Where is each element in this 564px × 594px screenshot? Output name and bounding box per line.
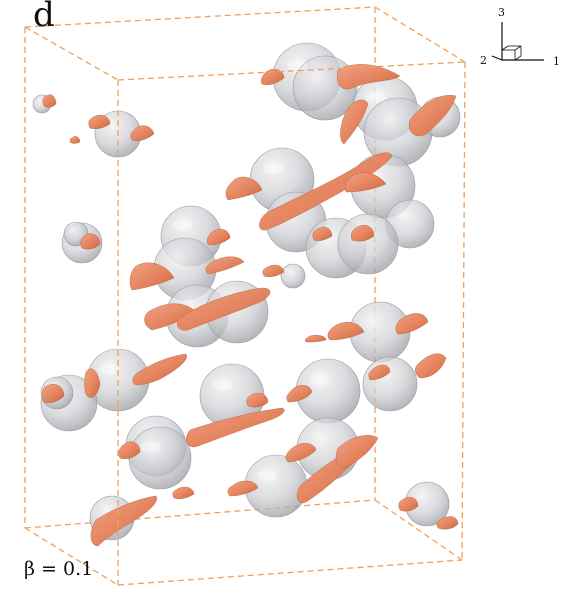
box-front-edges <box>117 61 466 586</box>
vortex-structure <box>186 407 285 448</box>
axis-triad <box>491 22 544 61</box>
vortex-structure <box>286 385 313 403</box>
vortex-structure <box>144 303 197 331</box>
vortex-structure <box>285 443 317 463</box>
vortex-structure <box>408 95 457 137</box>
axis-cube-icon <box>501 49 516 61</box>
vortex-structure <box>42 94 57 108</box>
axis-3-label: 3 <box>498 6 505 19</box>
vortex-structure <box>305 335 327 343</box>
vortex-structure <box>345 172 387 193</box>
vortex-structure <box>415 353 447 379</box>
sphere <box>128 426 192 490</box>
vortex-structure <box>259 152 393 231</box>
vortex-structure <box>118 441 141 459</box>
vortex-structure <box>327 322 365 341</box>
vortex-structure <box>398 496 419 512</box>
vortex-structure <box>227 480 259 497</box>
spheres <box>32 42 461 541</box>
parameter-label: β = 0.1 <box>24 558 94 580</box>
vortex-structure <box>336 64 401 90</box>
vortex-structure <box>436 516 459 530</box>
vortex-structure <box>88 114 111 129</box>
vortex-structure <box>246 392 269 408</box>
vortex-structure <box>368 364 391 381</box>
axis-1-label: 1 <box>553 55 560 68</box>
vortex-structure <box>172 486 195 499</box>
vortex-structure <box>207 228 231 245</box>
vortex-structure <box>205 256 245 275</box>
vortex-structure <box>340 99 369 145</box>
vortex-structure <box>90 495 157 547</box>
vortex-structure <box>130 125 155 141</box>
vortex-structure <box>335 435 379 469</box>
vortex-structures <box>42 64 459 547</box>
sphere <box>337 213 399 275</box>
axis-2-line <box>491 55 503 61</box>
vortex-structure <box>262 264 285 277</box>
vortex-structure <box>177 287 271 331</box>
panel-label: d <box>33 0 55 35</box>
vortex-structure <box>312 226 333 241</box>
vortex-structure <box>132 353 187 385</box>
vortex-structure <box>84 368 101 398</box>
vortex-structure <box>225 176 263 201</box>
vortex-structure <box>261 68 285 85</box>
sphere <box>280 263 306 289</box>
axis-2-label: 2 <box>480 54 487 67</box>
vortex-structure <box>69 136 81 144</box>
sphere <box>362 356 418 412</box>
vortex-structure <box>80 233 101 250</box>
vortex-structure <box>129 262 175 291</box>
vortex-structure <box>42 384 65 403</box>
vortex-structure <box>395 313 429 335</box>
vortex-structure <box>351 225 375 242</box>
